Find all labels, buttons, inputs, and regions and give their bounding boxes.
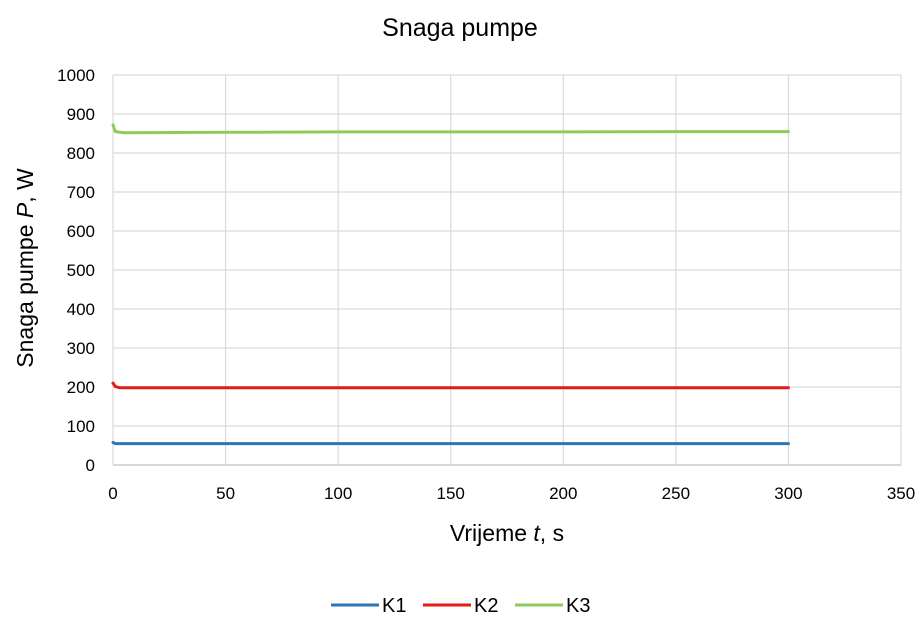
x-tick-label: 100 [324, 484, 352, 503]
series-line-k3 [111, 123, 790, 135]
legend-label-k3: K3 [566, 595, 590, 617]
x-tick-label: 200 [549, 484, 577, 503]
y-tick-label: 700 [67, 183, 95, 202]
x-axis-ticks: 0 50 100 150 200 250 300 350 [108, 484, 915, 503]
legend-label-k1: K1 [382, 595, 406, 617]
plot-area [111, 123, 790, 446]
y-tick-label: 400 [67, 300, 95, 319]
y-tick-label: 100 [67, 417, 95, 436]
legend-label-k2: K2 [474, 595, 498, 617]
y-tick-label: 800 [67, 144, 95, 163]
y-tick-label: 900 [67, 105, 95, 124]
y-tick-label: 600 [67, 222, 95, 241]
y-tick-label: 200 [67, 378, 95, 397]
x-tick-label: 250 [662, 484, 690, 503]
chart-title: Snaga pumpe [382, 14, 538, 42]
x-tick-label: 350 [887, 484, 915, 503]
y-tick-label: 0 [86, 456, 95, 475]
y-tick-label: 300 [67, 339, 95, 358]
series-line-k2 [111, 381, 790, 390]
y-axis-ticks: 0 100 200 300 400 500 600 700 800 900 1000 [57, 66, 95, 475]
legend: K1 K2 K3 [331, 595, 590, 617]
x-axis-label: Vrijeme t, s [450, 520, 564, 546]
y-axis-label: Snaga pumpe P, W [12, 168, 38, 368]
x-tick-label: 150 [437, 484, 465, 503]
x-tick-label: 300 [774, 484, 802, 503]
x-tick-label: 0 [108, 484, 117, 503]
y-tick-label: 500 [67, 261, 95, 280]
grid [112, 74, 902, 466]
y-tick-label: 1000 [57, 66, 95, 85]
series-line-k1 [111, 440, 790, 446]
x-tick-label: 50 [216, 484, 235, 503]
